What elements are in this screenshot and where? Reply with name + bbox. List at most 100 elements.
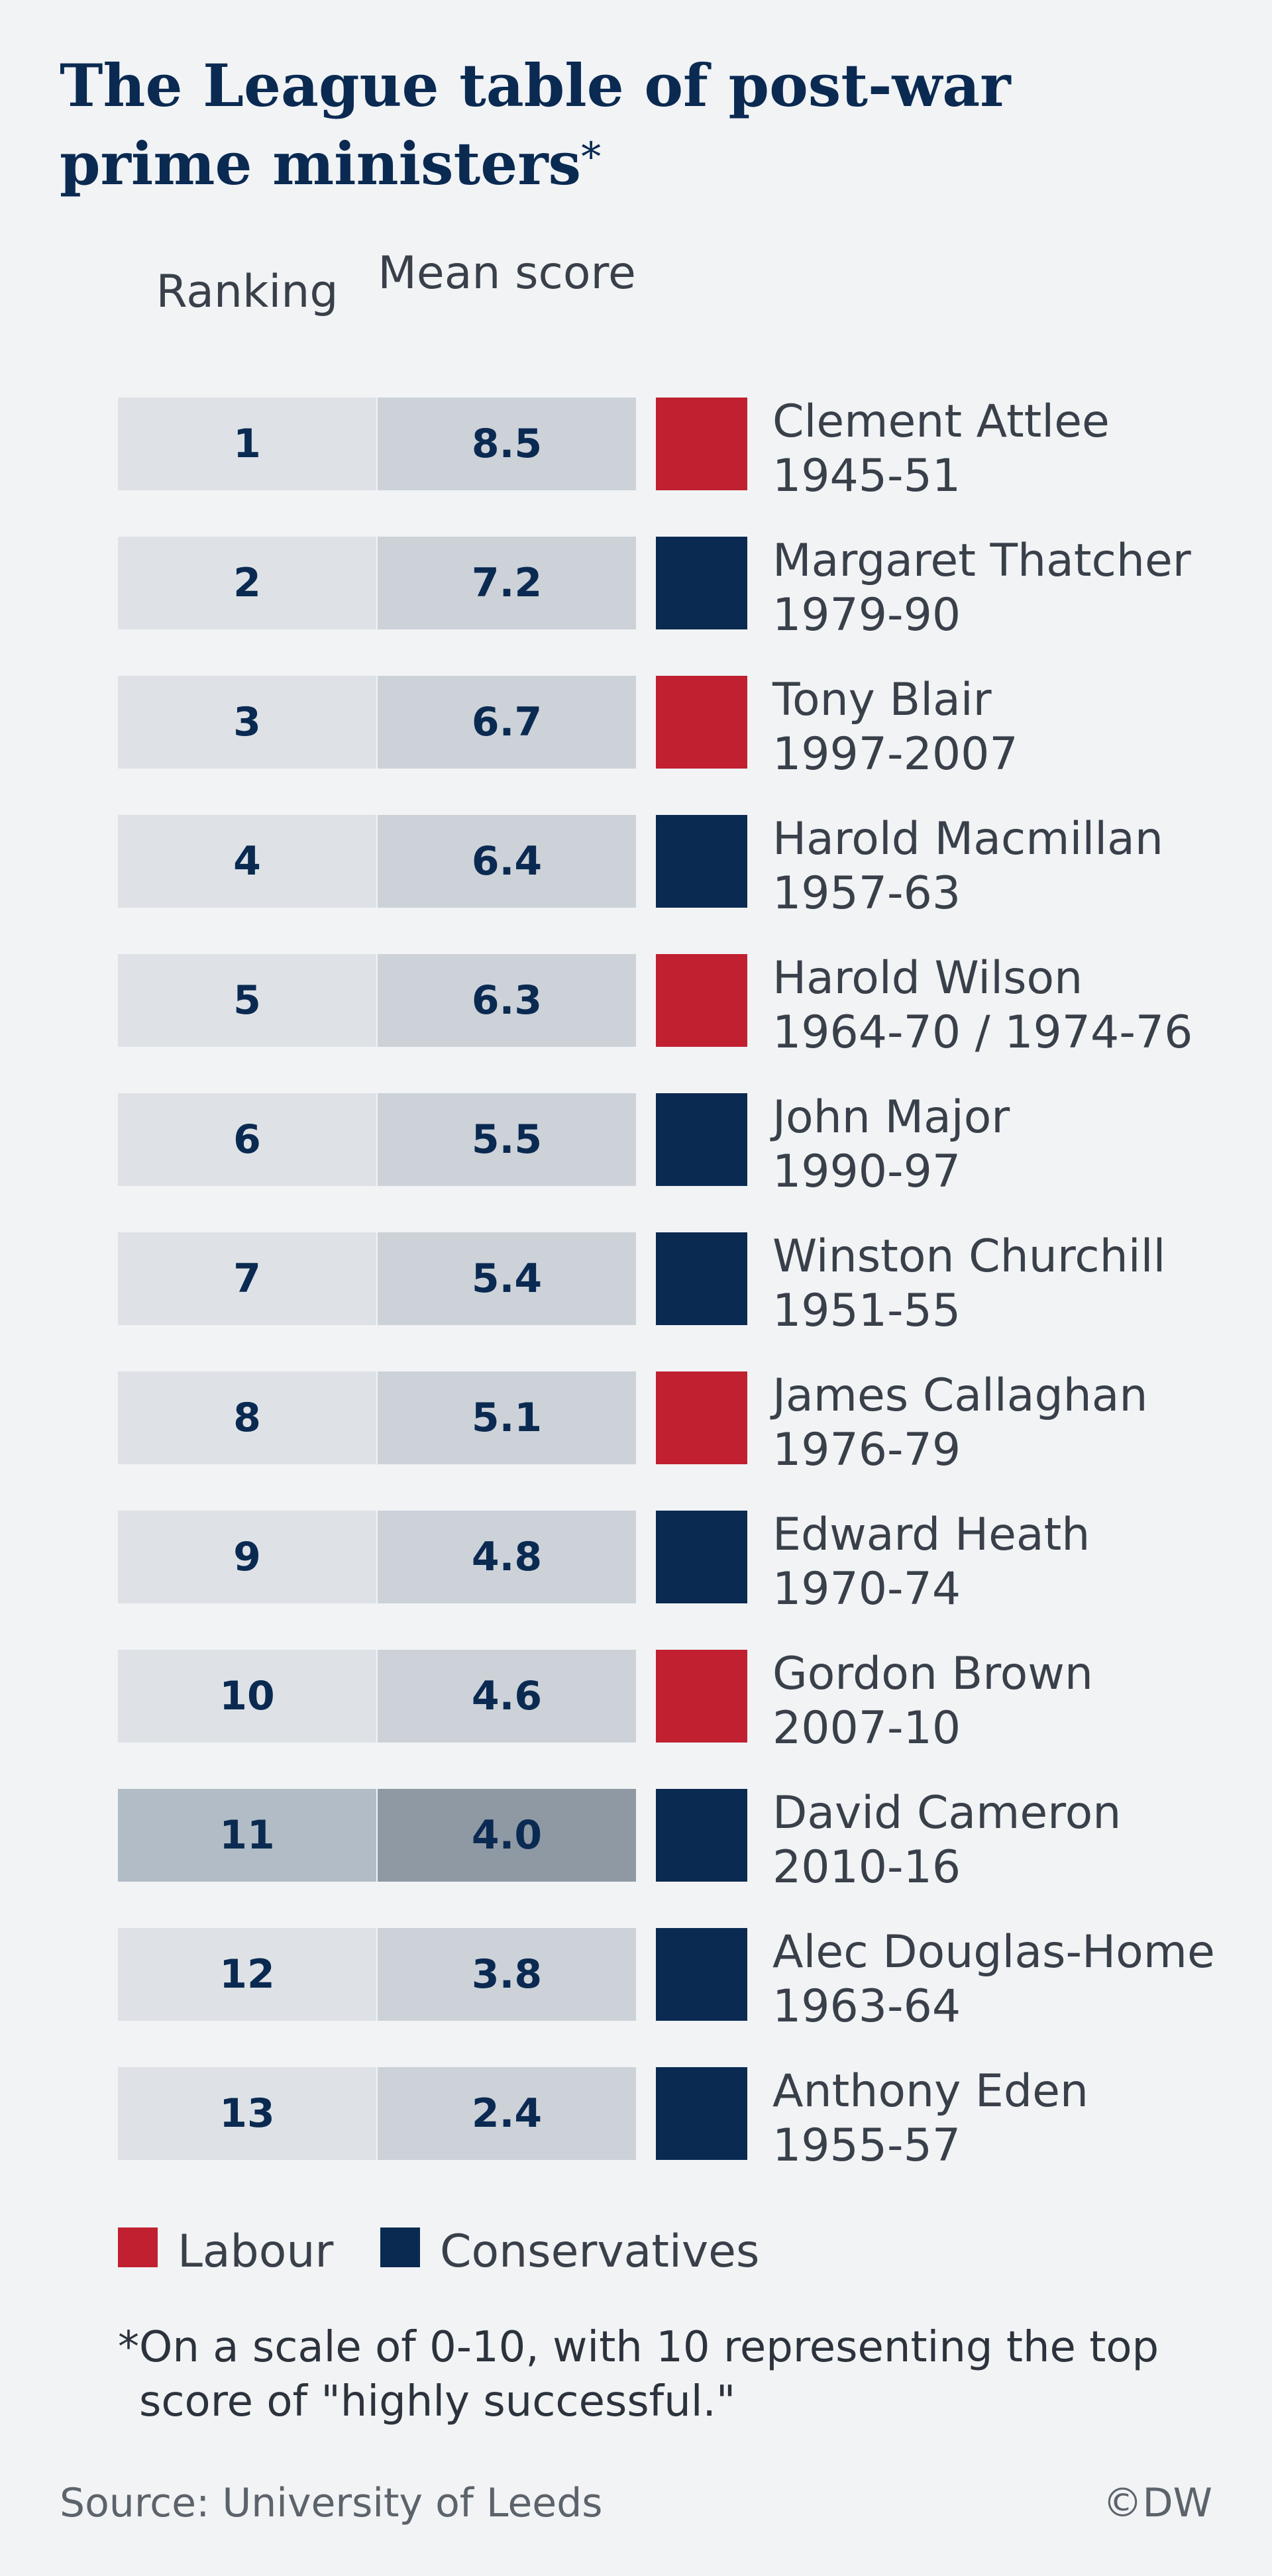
party-color-swatch [656,954,747,1047]
mean-score-cell: 3.8 [378,1928,636,2021]
party-color-swatch [656,1371,747,1464]
party-color-swatch [656,1650,747,1743]
prime-minister-label: Clement Attlee 1945-51 [772,395,1263,504]
table-row: 2 7.2 Margaret Thatcher 1979-90 [0,535,1272,641]
prime-minister-name: John Major [772,1091,1010,1144]
rank-cell: 13 [118,2067,376,2160]
party-color-swatch [656,2067,747,2160]
mean-score-cell: 8.5 [378,398,636,490]
rank-cell: 10 [118,1650,376,1743]
table-row: 9 4.8 Edward Heath 1970-74 [0,1509,1272,1615]
rank-cell: 1 [118,398,376,490]
chart-title-text: The League table of post-war prime minis… [60,51,1011,198]
prime-minister-label: Margaret Thatcher 1979-90 [772,534,1263,643]
prime-minister-label: David Cameron 2010-16 [772,1786,1263,1895]
rank-cell: 3 [118,676,376,769]
prime-minister-label: Winston Churchill 1951-55 [772,1230,1263,1338]
prime-minister-name: Tony Blair [772,674,992,726]
rank-cell: 4 [118,815,376,908]
prime-minister-label: James Callaghan 1976-79 [772,1369,1263,1477]
party-color-swatch [656,1232,747,1325]
party-color-swatch [656,537,747,629]
party-color-swatch [656,1093,747,1186]
term-years: 1990-97 [772,1146,961,1198]
prime-minister-label: John Major 1990-97 [772,1091,1263,1199]
prime-minister-label: Alec Douglas-Home 1963-64 [772,1925,1263,2034]
rank-cell: 7 [118,1232,376,1325]
table-row: 6 5.5 John Major 1990-97 [0,1091,1272,1198]
prime-minister-label: Harold Wilson 1964-70 / 1974-76 [772,951,1263,1060]
term-years: 1970-74 [772,1563,961,1615]
mean-score-cell: 4.8 [378,1511,636,1603]
mean-score-cell: 7.2 [378,537,636,629]
party-color-swatch [656,676,747,769]
table-row: 8 5.1 James Callaghan 1976-79 [0,1369,1272,1476]
table-row: 12 3.8 Alec Douglas-Home 1963-64 [0,1926,1272,2033]
chart-title: The League table of post-war prime minis… [60,46,1199,203]
term-years: 1964-70 / 1974-76 [772,1006,1193,1059]
rank-cell: 8 [118,1371,376,1464]
prime-minister-label: Anthony Eden 1955-57 [772,2065,1263,2173]
rank-cell: 9 [118,1511,376,1603]
term-years: 1979-90 [772,589,961,641]
mean-score-cell: 6.4 [378,815,636,908]
table-row: 11 4.0 David Cameron 2010-16 [0,1787,1272,1894]
prime-minister-name: Alec Douglas-Home [772,1926,1215,1978]
rank-cell: 5 [118,954,376,1047]
mean-score-cell: 5.4 [378,1232,636,1325]
mean-score-column-header: Mean score [378,247,636,299]
party-color-swatch [656,1928,747,2021]
table-row: 13 2.4 Anthony Eden 1955-57 [0,2065,1272,2172]
prime-minister-name: Margaret Thatcher [772,535,1191,587]
prime-minister-name: Anthony Eden [772,2065,1088,2118]
legend-swatch-conservatives [380,2227,420,2267]
mean-score-cell: 5.5 [378,1093,636,1186]
prime-minister-name: Harold Macmillan [772,813,1163,865]
term-years: 2007-10 [772,1702,961,1754]
prime-minister-label: Gordon Brown 2007-10 [772,1647,1263,1756]
prime-minister-name: Edward Heath [772,1509,1090,1561]
source-note: Source: University of Leeds [60,2480,603,2526]
table-row: 1 8.5 Clement Attlee 1945-51 [0,396,1272,502]
term-years: 2010-16 [772,1841,961,1894]
term-years: 1997-2007 [772,728,1018,780]
term-years: 1951-55 [772,1285,961,1337]
term-years: 1963-64 [772,1980,961,2033]
prime-minister-name: David Cameron [772,1787,1122,1839]
party-color-swatch [656,398,747,490]
mean-score-cell: 6.3 [378,954,636,1047]
table-row: 3 6.7 Tony Blair 1997-2007 [0,674,1272,780]
legend-swatch-labour [118,2227,158,2267]
prime-minister-name: James Callaghan [772,1369,1148,1422]
league-table: 1 8.5 Clement Attlee 1945-51 2 7.2 Margaret Th… [0,396,1272,2172]
mean-score-cell: 2.4 [378,2067,636,2160]
footnote: *On a scale of 0-10, with 10 representin… [118,2323,1159,2426]
term-years: 1976-79 [772,1424,961,1476]
table-row: 7 5.4 Winston Churchill 1951-55 [0,1230,1272,1337]
party-color-swatch [656,1511,747,1603]
table-row: 5 6.3 Harold Wilson 1964-70 / 1974-76 [0,952,1272,1059]
prime-minister-label: Edward Heath 1970-74 [772,1508,1263,1617]
rank-cell: 2 [118,537,376,629]
table-row: 10 4.6 Gordon Brown 2007-10 [0,1648,1272,1754]
ranking-column-header: Ranking [156,266,339,318]
party-color-swatch [656,815,747,908]
dw-credit: ©DW [1102,2480,1212,2526]
rank-cell: 12 [118,1928,376,2021]
prime-minister-name: Clement Attlee [772,396,1110,448]
prime-minister-name: Gordon Brown [772,1648,1093,1700]
legend-label-labour: Labour [178,2226,334,2278]
title-footnote-mark: * [581,134,602,180]
mean-score-cell: 4.0 [378,1789,636,1882]
mean-score-cell: 4.6 [378,1650,636,1743]
party-color-swatch [656,1789,747,1882]
prime-minister-label: Tony Blair 1997-2007 [772,673,1263,782]
prime-minister-label: Harold Macmillan 1957-63 [772,812,1263,921]
prime-minister-name: Winston Churchill [772,1230,1166,1283]
mean-score-cell: 5.1 [378,1371,636,1464]
term-years: 1955-57 [772,2120,961,2172]
term-years: 1957-63 [772,867,961,920]
table-row: 4 6.4 Harold Macmillan 1957-63 [0,813,1272,920]
prime-minister-name: Harold Wilson [772,952,1083,1004]
mean-score-cell: 6.7 [378,676,636,769]
